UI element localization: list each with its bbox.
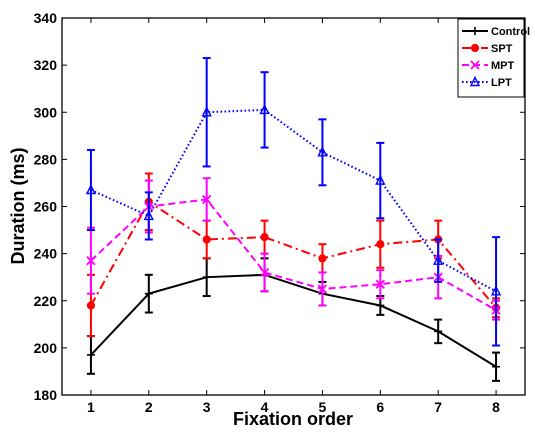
data-point bbox=[317, 284, 328, 294]
series-line bbox=[90, 198, 497, 312]
data-point bbox=[470, 60, 480, 70]
data-point bbox=[201, 106, 212, 117]
data-point bbox=[492, 362, 501, 371]
data-point bbox=[85, 183, 97, 195]
data-point bbox=[259, 103, 270, 115]
legend-item: MPT bbox=[462, 60, 515, 72]
triangle-marker bbox=[490, 285, 502, 296]
data-point bbox=[490, 285, 502, 296]
x-tick-label: 4 bbox=[261, 399, 269, 415]
y-axis: 180 200 220 240 260 280 300 320 340 bbox=[34, 10, 525, 403]
x-tick-label: 5 bbox=[319, 399, 327, 415]
plot-frame bbox=[61, 17, 526, 396]
y-tick-label: 300 bbox=[34, 104, 58, 120]
data-point bbox=[471, 27, 479, 35]
legend-label: MPT bbox=[491, 60, 515, 72]
dot-marker bbox=[470, 43, 480, 53]
triangle-marker bbox=[85, 183, 97, 195]
x-axis-label: Fixation order bbox=[233, 409, 353, 429]
x-tick-label: 1 bbox=[87, 399, 95, 415]
x-tick-label: 6 bbox=[376, 399, 384, 415]
data-point bbox=[202, 235, 211, 244]
error-bar bbox=[144, 191, 153, 241]
legend-label: Control bbox=[491, 26, 530, 38]
y-tick-label: 340 bbox=[34, 10, 58, 26]
x-marker-b bbox=[317, 284, 328, 294]
data-point bbox=[143, 209, 154, 221]
error-bar bbox=[492, 236, 501, 347]
legend-item: SPT bbox=[462, 43, 513, 55]
error-bar bbox=[318, 118, 327, 187]
triangle-marker bbox=[433, 254, 444, 265]
x-marker-b bbox=[375, 279, 385, 289]
data-point bbox=[144, 289, 153, 298]
legend-item: Control bbox=[462, 26, 530, 38]
series-lpt bbox=[85, 57, 502, 347]
triangle-marker bbox=[259, 103, 270, 115]
data-point bbox=[86, 301, 96, 310]
error-bar bbox=[202, 57, 211, 168]
legend-item: LPT bbox=[462, 75, 512, 89]
dot-marker bbox=[318, 254, 327, 263]
y-tick-label: 200 bbox=[34, 340, 58, 356]
data-point bbox=[260, 233, 269, 242]
data-point bbox=[375, 174, 386, 185]
y-axis-label: Duration (ms) bbox=[8, 147, 28, 264]
y-tick-label: 240 bbox=[34, 246, 58, 262]
y-tick-label: 320 bbox=[34, 57, 58, 73]
data-point bbox=[469, 75, 481, 87]
dot-marker bbox=[260, 233, 269, 242]
data-point bbox=[375, 279, 385, 289]
x-marker-b bbox=[202, 194, 212, 205]
triangle-marker bbox=[317, 146, 328, 157]
y-tick-label: 180 bbox=[34, 387, 58, 403]
data-point bbox=[376, 240, 385, 249]
dot-marker bbox=[202, 235, 211, 244]
triangle-marker bbox=[469, 75, 481, 87]
x-tick-label: 8 bbox=[492, 399, 500, 415]
error-bar bbox=[86, 148, 95, 232]
x-tick-label: 2 bbox=[145, 399, 153, 415]
x-marker-b bbox=[259, 267, 270, 278]
data-point bbox=[317, 146, 328, 157]
data-point bbox=[376, 301, 385, 310]
data-point bbox=[202, 194, 212, 205]
data-point bbox=[86, 350, 95, 359]
plot-area bbox=[61, 17, 526, 396]
legend-label: SPT bbox=[491, 43, 513, 55]
y-tick-label: 220 bbox=[34, 293, 58, 309]
y-tick-label: 280 bbox=[34, 151, 58, 167]
data-point bbox=[86, 256, 96, 266]
data-point bbox=[318, 254, 327, 263]
x-axis: 1 2 3 4 5 6 7 8 bbox=[87, 18, 500, 415]
x-marker-b bbox=[470, 60, 480, 70]
legend: Control SPT MPT LPT bbox=[457, 18, 530, 98]
data-point bbox=[202, 273, 211, 282]
series-line bbox=[90, 273, 497, 368]
y-tick-label: 260 bbox=[34, 199, 58, 215]
data-point bbox=[433, 254, 444, 265]
data-point bbox=[470, 43, 480, 53]
error-bar bbox=[260, 71, 269, 149]
triangle-marker bbox=[143, 209, 154, 221]
dot-marker bbox=[86, 301, 96, 310]
error-bar bbox=[376, 141, 385, 220]
dot-marker bbox=[376, 240, 385, 249]
triangle-marker bbox=[375, 174, 386, 185]
data-point bbox=[434, 327, 443, 336]
x-tick-label: 3 bbox=[203, 399, 211, 415]
series-layer bbox=[85, 57, 502, 382]
x-marker-b bbox=[86, 256, 96, 266]
legend-label: LPT bbox=[491, 77, 512, 89]
error-bar bbox=[434, 238, 443, 283]
x-tick-label: 7 bbox=[434, 399, 442, 415]
data-point bbox=[259, 267, 270, 278]
triangle-marker bbox=[201, 106, 212, 117]
